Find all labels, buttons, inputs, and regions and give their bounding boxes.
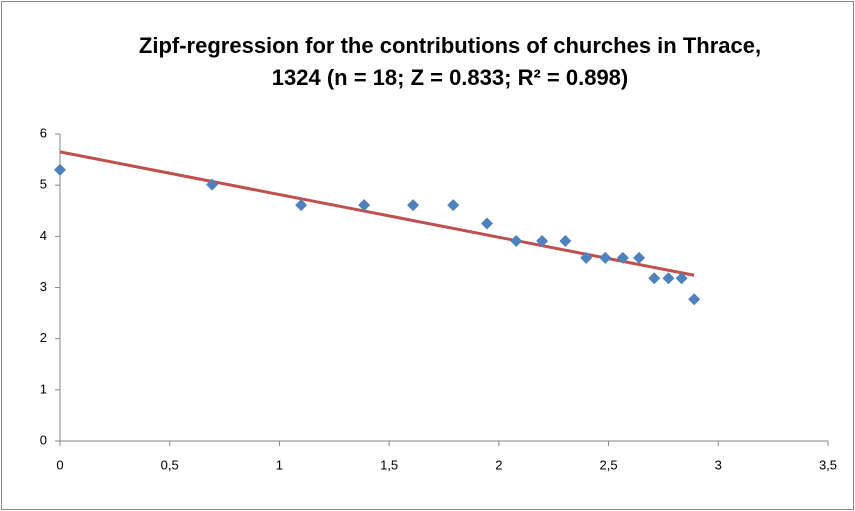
y-tick-label: 6: [40, 125, 47, 140]
x-tick-label: 1: [276, 457, 283, 472]
data-point: [54, 163, 66, 176]
data-point: [206, 178, 219, 191]
y-tick-label: 3: [40, 279, 47, 294]
x-tick-label: 3: [715, 457, 722, 472]
data-point: [407, 199, 420, 212]
data-point: [648, 272, 661, 285]
data-point: [447, 199, 460, 212]
data-point: [559, 234, 572, 247]
data-point: [675, 272, 688, 285]
x-tick-label: 0: [56, 457, 63, 472]
data-point: [580, 251, 593, 264]
x-tick-label: 1,5: [380, 457, 398, 472]
y-tick-label: 1: [40, 381, 47, 396]
y-tick-label: 5: [40, 177, 47, 192]
x-tick-label: 3,5: [819, 457, 837, 472]
y-tick-label: 0: [40, 432, 47, 447]
data-point: [599, 251, 612, 264]
y-tick-label: 2: [40, 330, 47, 345]
data-point: [295, 199, 308, 212]
chart-title: Zipf-regression for the contributions of…: [138, 33, 762, 90]
y-tick-label: 4: [40, 228, 47, 243]
data-point: [688, 293, 701, 306]
x-tick-label: 2: [495, 457, 502, 472]
data-point: [662, 272, 675, 285]
x-tick-label: 0,5: [161, 457, 179, 472]
data-point: [481, 217, 494, 230]
x-tick-label: 2,5: [600, 457, 618, 472]
data-point: [510, 234, 523, 247]
data-point: [358, 199, 371, 212]
data-point: [633, 251, 646, 264]
data-point: [536, 234, 549, 247]
trendline: [59, 150, 695, 277]
data-point: [616, 251, 629, 264]
